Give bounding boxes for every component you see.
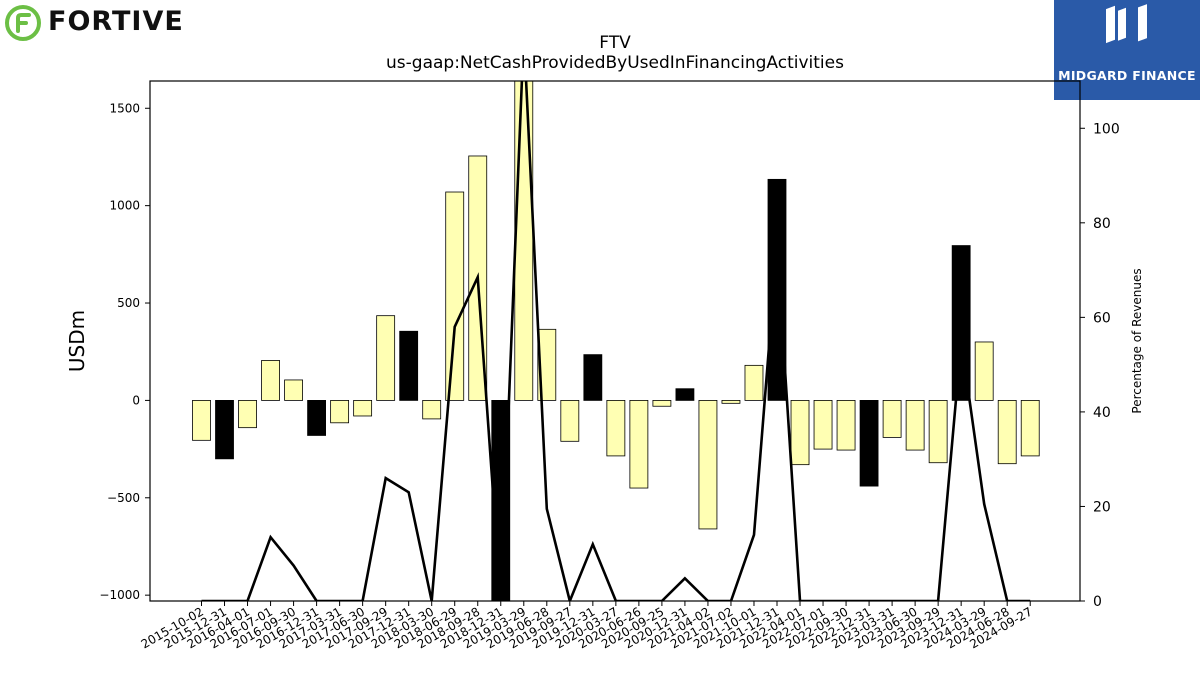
fortive-wordmark: FORTIVE [48, 6, 184, 37]
bar-2021-07-02 [721, 400, 741, 404]
midgard-mark-icon [1106, 4, 1147, 44]
bar-2015-12-31 [215, 400, 234, 460]
bar-2024-09-27 [1020, 400, 1040, 457]
bar-2023-03-31 [882, 400, 902, 438]
bar-2024-06-28 [997, 400, 1017, 465]
bar-2019-12-31 [583, 354, 603, 401]
bar-2022-09-30 [836, 400, 856, 451]
bar-2017-06-30 [353, 400, 373, 417]
bar-2021-10-01 [744, 364, 764, 401]
y2-tick-label: 60 [1093, 310, 1111, 326]
bar-2019-03-29 [514, 81, 534, 401]
y-tick-label: 0 [132, 393, 140, 407]
bar-2018-06-29 [445, 191, 465, 401]
y-axis-label: USDm [65, 310, 89, 372]
bar-2022-12-31 [859, 400, 879, 487]
y2-axis-label: Percentage of Revenues [1130, 268, 1144, 413]
fortive-logo: FORTIVE [4, 4, 194, 42]
bar-2018-03-30 [422, 400, 442, 420]
chart-title: FTV [599, 33, 631, 53]
y2-tick-label: 40 [1093, 405, 1111, 421]
bar-2016-04-01 [238, 400, 257, 429]
bar-2017-09-29 [376, 315, 396, 401]
midgard-finance-logo: MIDGARD FINANCE [1054, 0, 1200, 100]
y2-tick-label: 20 [1093, 499, 1111, 515]
pct-revenue-line [201, 81, 1031, 601]
y-tick-label: 1500 [109, 101, 140, 115]
bar-2021-04-02 [698, 400, 718, 530]
fortive-mark-icon [5, 5, 41, 41]
bar-2020-03-27 [606, 400, 626, 457]
bar-2020-12-31 [675, 388, 695, 401]
bar-2019-06-28 [537, 328, 557, 401]
y-tick-label: 1000 [109, 199, 140, 213]
bar-2024-03-29 [974, 341, 994, 401]
chart-subtitle: us-gaap:NetCashProvidedByUsedInFinancing… [386, 53, 844, 73]
y2-tick-label: 80 [1093, 216, 1111, 232]
bar-2023-09-29 [928, 400, 948, 464]
bar-2019-09-27 [560, 400, 580, 442]
bar-2023-06-30 [905, 400, 925, 451]
bar-2017-12-31 [399, 330, 419, 401]
bar-2022-07-01 [813, 400, 833, 450]
bar-2020-09-25 [652, 400, 672, 407]
bar-2023-12-31 [951, 245, 971, 401]
bar-2020-06-26 [629, 400, 649, 489]
y-tick-label: −500 [107, 491, 140, 505]
bar-series [192, 81, 1040, 601]
bar-2016-12-31 [307, 400, 327, 436]
plot-frame [149, 80, 1081, 602]
line-series [201, 81, 1031, 601]
bar-2021-12-31 [767, 178, 787, 401]
midgard-wordmark: MIDGARD FINANCE [1058, 68, 1196, 83]
bar-2017-03-31 [330, 400, 350, 424]
y2-tick-label: 100 [1093, 121, 1120, 137]
bar-2015-10-02 [192, 400, 211, 441]
y-tick-label: −1000 [99, 588, 140, 602]
y2-tick-label: 0 [1093, 594, 1102, 610]
axes: −1000−5000500100015000204060801002015-10… [99, 80, 1120, 651]
bar-2022-04-01 [790, 400, 810, 466]
y-tick-label: 500 [117, 296, 140, 310]
bar-2016-07-01 [261, 360, 280, 401]
bar-2016-09-30 [284, 379, 303, 401]
